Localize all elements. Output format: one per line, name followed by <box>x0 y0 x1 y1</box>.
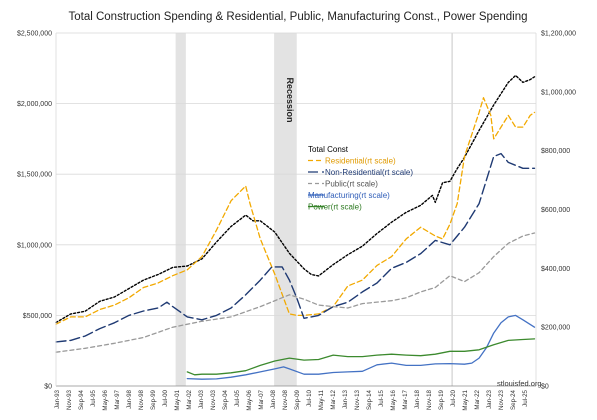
y-right-tick-label: $600,000 <box>541 207 570 214</box>
x-tick-label: Jan-08 <box>270 389 277 408</box>
recession-annotation: Recession <box>285 77 295 122</box>
gridlines <box>56 32 536 316</box>
x-tick-label: Mar-22 <box>474 389 481 409</box>
x-tick-label: Nov-08 <box>282 389 289 410</box>
x-tick-label: May-11 <box>318 389 325 410</box>
y-left-tick-label: $0 <box>44 384 52 391</box>
x-tick-label: Jan-03 <box>198 389 205 408</box>
series-line-4 <box>186 314 536 380</box>
y-left-tick-label: $2,500,000 <box>17 31 52 38</box>
x-tick-label: May-96 <box>102 389 109 410</box>
legend-item-0: Total Const <box>308 145 349 154</box>
x-tick-label: Jul-15 <box>378 389 385 406</box>
axes: $0 $500,000 $1,000,000 $1,500,000 $2,000,000… <box>17 31 576 411</box>
x-tick-label: Nov-03 <box>210 389 217 410</box>
x-tick-label: Mar-07 <box>258 389 265 409</box>
x-tick-label: Jul-95 <box>90 389 97 406</box>
legend-item-1: Residential(rt scale) <box>325 157 396 166</box>
y-right-tick-label: $800,000 <box>541 148 570 155</box>
source-label: stlouisfed.org <box>497 379 542 388</box>
legend-item-5: Power(rt scale) <box>308 203 362 212</box>
y-right-tick-label: $400,000 <box>541 266 570 273</box>
x-tick-label: Jan-13 <box>342 389 349 408</box>
chart-title: Total Construction Spending & Residentia… <box>69 11 528 23</box>
legend-item-3: Public(rt scale) <box>325 180 378 189</box>
x-tick-label: Jan-18 <box>414 389 421 408</box>
x-tick-label: Jan-98 <box>126 389 133 408</box>
x-tick-label: Nov-23 <box>498 389 505 410</box>
x-tick-label: Jul-10 <box>306 389 313 406</box>
recession-bands <box>175 33 453 386</box>
x-tick-label: Jan-23 <box>486 389 493 408</box>
x-tick-label: Sep-19 <box>438 389 445 410</box>
x-tick-label: Sep-09 <box>294 389 301 410</box>
legend-item-4: Manufacturing(rt scale) <box>308 191 390 200</box>
y-right-tick-label: $1,200,000 <box>541 31 576 38</box>
series-line-3 <box>55 232 536 353</box>
x-tick-label: Mar-12 <box>330 389 337 409</box>
x-tick-label: May-16 <box>390 389 397 410</box>
y-right-tick-label: $0 <box>541 384 549 391</box>
x-tick-label: Mar-97 <box>114 389 121 409</box>
x-tick-label: Jan-93 <box>54 389 61 408</box>
x-tick-label: May-06 <box>246 389 253 410</box>
x-tick-label: Jul-00 <box>162 389 169 406</box>
x-tick-label: Jul-25 <box>522 389 529 406</box>
x-tick-label: May-01 <box>174 389 181 410</box>
series-lines <box>55 74 536 380</box>
legend: Total Const Residential(rt scale) Non-Resi… <box>308 145 413 212</box>
y-left-tick-label: $2,000,000 <box>17 101 52 108</box>
series-line-0 <box>55 74 536 324</box>
y-right-tick-label: $1,000,000 <box>541 89 576 96</box>
legend-item-2: Non-Residential(rt scale) <box>325 168 413 177</box>
x-tick-label: Sep-24 <box>510 389 517 410</box>
x-tick-label: Mar-17 <box>402 389 409 409</box>
series-line-5 <box>186 338 536 376</box>
x-tick-label: Nov-93 <box>66 389 73 410</box>
x-tick-label: Nov-13 <box>354 389 361 410</box>
x-tick-label: Jul-20 <box>450 389 457 406</box>
recession-band-0 <box>175 33 186 386</box>
x-tick-label: Nov-18 <box>426 389 433 410</box>
x-tick-label: Sep-94 <box>78 389 85 410</box>
x-tick-label: Sep-99 <box>150 389 157 410</box>
y-right-tick-label: $200,000 <box>541 325 570 332</box>
y-left-tick-label: $1,500,000 <box>17 172 52 179</box>
recession-band-1 <box>274 33 297 386</box>
x-tick-label: Sep-04 <box>222 389 229 410</box>
series-line-2 <box>55 152 536 343</box>
y-left-tick-label: $1,000,000 <box>17 242 52 249</box>
y-left-tick-label: $500,000 <box>23 313 52 320</box>
x-tick-label: Nov-98 <box>138 389 145 410</box>
x-tick-label: May-21 <box>462 389 469 410</box>
x-tick-label: Mar-02 <box>186 389 193 409</box>
x-tick-label: Jul-05 <box>234 389 241 406</box>
x-tick-label: Sep-14 <box>366 389 373 410</box>
